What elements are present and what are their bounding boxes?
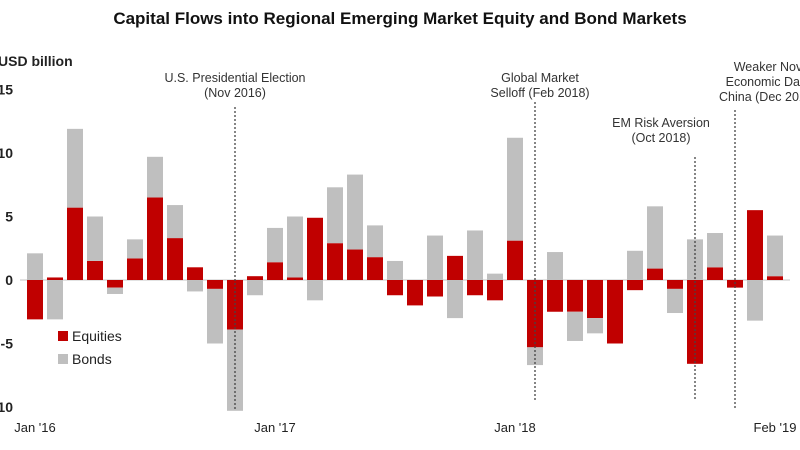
x-tick-label: Jan '16	[14, 420, 56, 435]
bar-bonds-may-2017	[347, 174, 363, 250]
bar-bonds-feb-2016	[47, 280, 63, 320]
bar-equities-mar-2017	[307, 217, 323, 280]
bar-bonds-feb-2019	[767, 235, 783, 277]
y-tick-label: -10	[0, 399, 13, 415]
bar-bonds-nov-2018	[707, 233, 723, 268]
bar-equities-jul-2018	[627, 280, 643, 291]
event-annotation-text: China (Dec 2018)	[719, 90, 800, 104]
event-annotation-text: Weaker Nov	[734, 60, 800, 74]
bar-equities-sep-2017	[427, 280, 443, 297]
bar-equities-mar-2016	[67, 207, 83, 280]
bar-bonds-mar-2018	[547, 252, 563, 280]
bar-bonds-may-2018	[587, 318, 603, 334]
bar-bonds-jan-2018	[507, 137, 523, 241]
legend-swatch-bonds	[58, 354, 68, 364]
bar-bonds-nov-2016	[227, 329, 243, 411]
bar-bonds-oct-2017	[447, 280, 463, 319]
bar-equities-mar-2018	[547, 280, 563, 312]
bar-equities-feb-2017	[287, 277, 303, 280]
bar-equities-jan-2017	[267, 262, 283, 280]
bar-bonds-may-2016	[107, 287, 123, 294]
bar-bonds-oct-2016	[207, 288, 223, 344]
bar-equities-dec-2017	[487, 280, 503, 301]
bar-equities-aug-2016	[167, 238, 183, 280]
bar-equities-nov-2017	[467, 280, 483, 296]
bar-equities-aug-2017	[407, 280, 423, 306]
bar-equities-jan-2019	[747, 210, 763, 280]
event-annotation-text: Global Market	[501, 71, 579, 85]
bar-bonds-jan-2017	[267, 227, 283, 263]
bar-equities-jul-2016	[147, 197, 163, 280]
event-annotation-text: Economic Data	[726, 75, 800, 89]
bar-bonds-apr-2016	[87, 216, 103, 261]
legend-label-equities: Equities	[72, 328, 122, 344]
bar-equities-nov-2018	[707, 267, 723, 280]
bar-bonds-jul-2018	[627, 250, 643, 280]
y-tick-label: 5	[5, 209, 13, 225]
bar-bonds-jan-2019	[747, 280, 763, 321]
event-annotation-text: EM Risk Aversion	[612, 116, 710, 130]
bar-bonds-oct-2018	[687, 239, 703, 280]
bar-equities-jun-2017	[367, 257, 383, 280]
event-annotation-text: Selloff (Feb 2018)	[490, 86, 589, 100]
bar-bonds-mar-2016	[67, 128, 83, 208]
y-tick-label: 0	[5, 272, 13, 288]
bar-bonds-jan-2016	[27, 253, 43, 280]
bar-equities-may-2016	[107, 280, 123, 288]
y-tick-label: 10	[0, 145, 13, 161]
bar-bonds-jun-2017	[367, 225, 383, 258]
legend: Equities Bonds	[58, 328, 122, 367]
bar-bonds-feb-2018	[527, 347, 543, 366]
bar-equities-jan-2016	[27, 280, 43, 320]
bar-bonds-jun-2016	[127, 239, 143, 259]
legend-swatch-equities	[58, 331, 68, 341]
x-tick-label: Feb '19	[754, 420, 797, 435]
bar-equities-jun-2016	[127, 258, 143, 280]
y-tick-label: -5	[1, 336, 14, 352]
bar-equities-oct-2017	[447, 255, 463, 280]
bar-bonds-feb-2017	[287, 216, 303, 278]
bar-bonds-sep-2017	[427, 235, 443, 280]
bar-equities-jul-2017	[387, 280, 403, 296]
bar-equities-sep-2018	[667, 280, 683, 289]
bar-equities-feb-2016	[47, 277, 63, 280]
event-annotation-text: (Oct 2018)	[631, 131, 690, 145]
event-annotation-text: U.S. Presidential Election	[164, 71, 305, 85]
legend-label-bonds: Bonds	[72, 351, 112, 367]
chart-title: Capital Flows into Regional Emerging Mar…	[113, 9, 686, 28]
bar-equities-may-2018	[587, 280, 603, 319]
y-axis-label: USD billion	[0, 53, 73, 69]
bar-bonds-aug-2018	[647, 206, 663, 269]
bar-bonds-apr-2017	[327, 187, 343, 244]
bar-equities-jan-2018	[507, 240, 523, 280]
bar-bonds-jul-2016	[147, 156, 163, 198]
event-annotation-text: (Nov 2016)	[204, 86, 266, 100]
bar-equities-may-2017	[347, 249, 363, 280]
bar-bonds-dec-2016	[247, 280, 263, 296]
bar-equities-aug-2018	[647, 268, 663, 280]
bar-equities-apr-2018	[567, 280, 583, 312]
bar-bonds-dec-2017	[487, 273, 503, 280]
bar-equities-jun-2018	[607, 280, 623, 344]
bar-equities-oct-2016	[207, 280, 223, 289]
bar-equities-feb-2018	[527, 280, 543, 348]
bar-equities-apr-2016	[87, 260, 103, 280]
bar-bonds-apr-2018	[567, 311, 583, 341]
bar-bonds-nov-2017	[467, 230, 483, 280]
bar-bonds-jul-2017	[387, 260, 403, 280]
x-tick-label: Jan '17	[254, 420, 296, 435]
bar-bonds-sep-2016	[187, 280, 203, 292]
x-tick-label: Jan '18	[494, 420, 536, 435]
bar-equities-apr-2017	[327, 243, 343, 280]
bar-bonds-aug-2016	[167, 205, 183, 239]
bar-equities-dec-2016	[247, 276, 263, 280]
bar-bonds-mar-2017	[307, 280, 323, 301]
bar-equities-sep-2016	[187, 267, 203, 280]
y-tick-label: 15	[0, 82, 13, 98]
bar-bonds-sep-2018	[667, 288, 683, 314]
bar-equities-feb-2019	[767, 276, 783, 280]
